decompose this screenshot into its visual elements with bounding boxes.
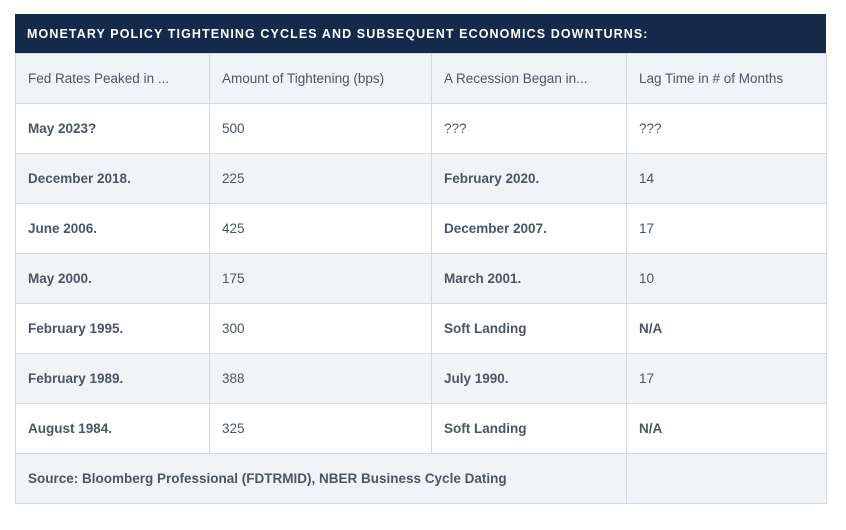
cell-peak-date: February 1995.	[15, 303, 210, 354]
header-row: Fed Rates Peaked in ... Amount of Tighte…	[15, 53, 827, 104]
cell-peak-date: February 1989.	[15, 353, 210, 404]
cell-tightening-bps: 325	[209, 403, 432, 454]
table-row: February 1989. 388 July 1990. 17	[15, 353, 827, 404]
source-note: Source: Bloomberg Professional (FDTRMID)…	[15, 453, 627, 504]
header-cell-amount-tightening: Amount of Tightening (bps)	[209, 53, 432, 104]
cell-lag-months: 17	[626, 203, 827, 254]
table-row: May 2000. 175 March 2001. 10	[15, 253, 827, 304]
source-empty-cell	[626, 453, 827, 504]
cell-recession-date: March 2001.	[431, 253, 627, 304]
cell-tightening-bps: 425	[209, 203, 432, 254]
cell-recession-date: February 2020.	[431, 153, 627, 204]
cell-lag-months: ???	[626, 103, 827, 154]
cell-lag-months: N/A	[626, 303, 827, 354]
cell-tightening-bps: 500	[209, 103, 432, 154]
source-row: Source: Bloomberg Professional (FDTRMID)…	[15, 453, 827, 504]
header-cell-recession-began: A Recession Began in...	[431, 53, 627, 104]
cell-peak-date: June 2006.	[15, 203, 210, 254]
cell-lag-months: N/A	[626, 403, 827, 454]
cell-tightening-bps: 225	[209, 153, 432, 204]
cell-recession-date: Soft Landing	[431, 303, 627, 354]
table-row: December 2018. 225 February 2020. 14	[15, 153, 827, 204]
table-row: February 1995. 300 Soft Landing N/A	[15, 303, 827, 354]
table-row: June 2006. 425 December 2007. 17	[15, 203, 827, 254]
cell-peak-date: May 2023?	[15, 103, 210, 154]
cell-lag-months: 10	[626, 253, 827, 304]
cell-tightening-bps: 388	[209, 353, 432, 404]
cell-peak-date: May 2000.	[15, 253, 210, 304]
cell-recession-date: July 1990.	[431, 353, 627, 404]
table-row: August 1984. 325 Soft Landing N/A	[15, 403, 827, 454]
cell-peak-date: August 1984.	[15, 403, 210, 454]
table-title: MONETARY POLICY TIGHTENING CYCLES AND SU…	[15, 14, 826, 53]
header-cell-fed-rates-peaked: Fed Rates Peaked in ...	[15, 53, 210, 104]
data-table: Fed Rates Peaked in ... Amount of Tighte…	[15, 53, 827, 504]
cell-tightening-bps: 175	[209, 253, 432, 304]
cell-peak-date: December 2018.	[15, 153, 210, 204]
cell-recession-date: Soft Landing	[431, 403, 627, 454]
cell-lag-months: 14	[626, 153, 827, 204]
cell-recession-date: December 2007.	[431, 203, 627, 254]
cell-recession-date: ???	[431, 103, 627, 154]
cell-tightening-bps: 300	[209, 303, 432, 354]
tightening-cycles-table: MONETARY POLICY TIGHTENING CYCLES AND SU…	[15, 14, 827, 504]
cell-lag-months: 17	[626, 353, 827, 404]
table-row: May 2023? 500 ??? ???	[15, 103, 827, 154]
header-cell-lag-time: Lag Time in # of Months	[626, 53, 827, 104]
